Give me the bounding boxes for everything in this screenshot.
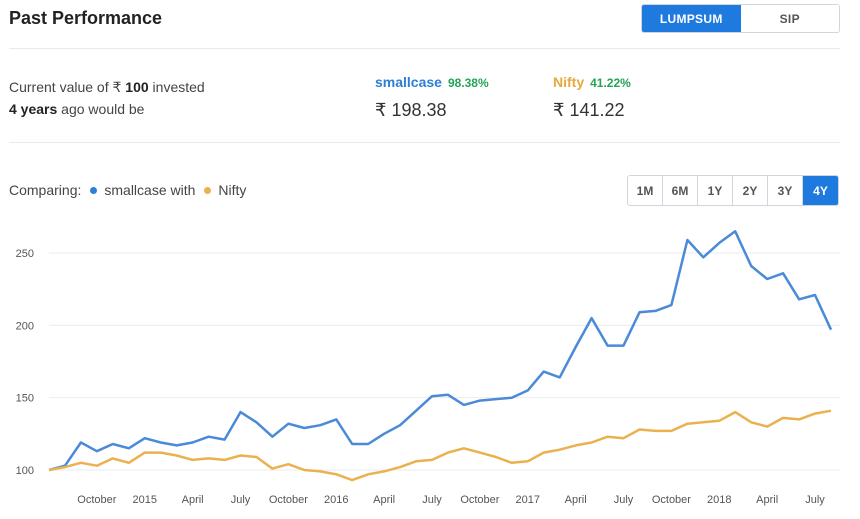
divider — [9, 48, 840, 49]
smallcase-dot-icon — [90, 186, 98, 194]
x-tick-label: April — [182, 494, 204, 506]
nifty-label: Nifty — [553, 74, 585, 90]
summary-period: 4 years — [9, 101, 58, 117]
x-tick-label: July — [231, 494, 251, 506]
range-1m[interactable]: 1M — [628, 176, 663, 205]
x-tick-label: October — [77, 494, 116, 506]
y-tick-label: 200 — [16, 320, 34, 332]
smallcase-return: 98.38% — [447, 76, 489, 90]
x-tick-label: October — [652, 494, 691, 506]
smallcase-value: ₹ 198.38 — [375, 100, 447, 120]
y-tick-label: 250 — [16, 248, 34, 260]
x-tick-label: April — [756, 494, 778, 506]
y-tick-label: 100 — [16, 465, 34, 477]
investment-mode-toggle: LUMPSUM SIP — [641, 4, 840, 33]
lumpsum-tab[interactable]: LUMPSUM — [642, 5, 741, 32]
x-tick-label: April — [373, 494, 395, 506]
series-line-smallcase — [48, 230, 833, 472]
divider — [9, 142, 840, 143]
legend-nifty: Nifty — [218, 182, 247, 198]
summary-line2: ago would be — [61, 101, 145, 117]
smallcase-label: smallcase — [375, 74, 442, 90]
page-title: Past Performance — [9, 8, 163, 28]
x-tick-label: 2015 — [133, 494, 157, 506]
summary-amount: 100 — [125, 79, 149, 95]
x-tick-label: April — [565, 494, 587, 506]
series-line-nifty — [48, 409, 832, 482]
summary-suffix: invested — [152, 79, 205, 95]
compare-legend: Comparing: smallcase with Nifty — [9, 182, 246, 198]
nifty-value: ₹ 141.22 — [553, 100, 625, 120]
x-tick-label: 2017 — [516, 494, 540, 506]
header: Past Performance LUMPSUM SIP — [0, 0, 860, 48]
range-3y[interactable]: 3Y — [768, 176, 803, 205]
y-tick-label: 150 — [16, 393, 34, 405]
x-tick-label: 2016 — [324, 494, 348, 506]
range-4y[interactable]: 4Y — [803, 176, 838, 205]
summary-text: Current value of ₹ 100 invested 4 years … — [9, 76, 205, 120]
summary-prefix: Current value of ₹ — [9, 79, 122, 95]
x-tick-label: July — [805, 494, 825, 506]
compare-label: Comparing: — [9, 182, 82, 198]
x-tick-label: 2018 — [707, 494, 731, 506]
time-range-selector: 1M 6M 1Y 2Y 3Y 4Y — [627, 175, 839, 206]
range-6m[interactable]: 6M — [663, 176, 698, 205]
nifty-return: 41.22% — [590, 76, 631, 90]
nifty-dot-icon — [204, 186, 212, 194]
x-tick-label: October — [269, 494, 308, 506]
x-tick-label: October — [460, 494, 499, 506]
nifty-metric: Nifty 41.22% ₹ 141.22 — [553, 74, 631, 121]
x-tick-label: July — [422, 494, 442, 506]
range-2y[interactable]: 2Y — [733, 176, 768, 205]
legend-smallcase: smallcase with — [104, 182, 196, 198]
sip-tab[interactable]: SIP — [740, 5, 839, 32]
range-1y[interactable]: 1Y — [698, 176, 733, 205]
x-tick-label: July — [614, 494, 634, 506]
smallcase-metric: smallcase 98.38% ₹ 198.38 — [375, 74, 489, 121]
